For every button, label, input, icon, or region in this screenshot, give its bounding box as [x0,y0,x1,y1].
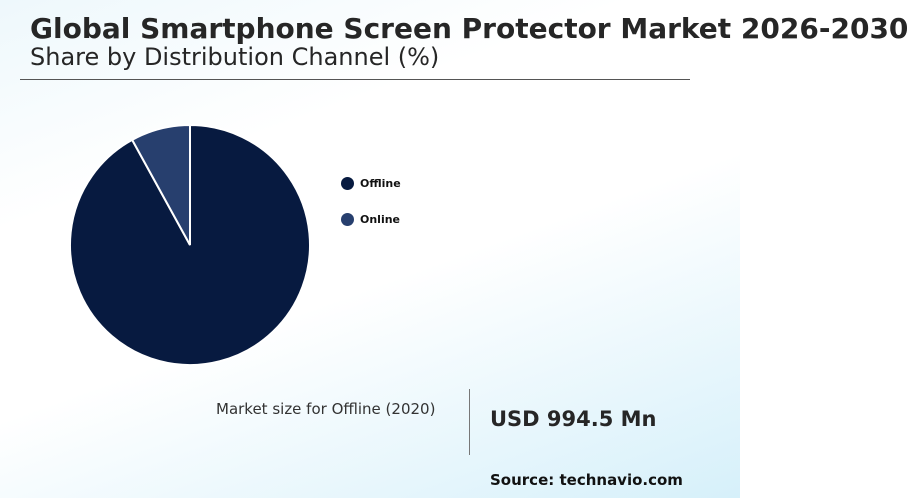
market-size-value: USD 994.5 Mn [490,407,657,431]
pie-chart [69,123,311,366]
legend-item-offline: Offline [341,175,401,191]
pie-slice-online [130,123,191,246]
title-divider [20,79,690,80]
legend: Offline Online [341,175,401,247]
chart-title: Global Smartphone Screen Protector Marke… [30,12,909,45]
chart-subtitle: Share by Distribution Channel (%) [30,43,440,71]
market-size-divider [469,389,470,455]
legend-item-online: Online [341,211,401,227]
legend-swatch-offline [341,176,354,190]
legend-label-offline: Offline [360,176,401,190]
source-credit: Source: technavio.com [490,471,683,489]
legend-label-online: Online [360,212,401,226]
market-size-label: Market size for Offline (2020) [216,400,436,418]
legend-swatch-online [341,212,354,226]
